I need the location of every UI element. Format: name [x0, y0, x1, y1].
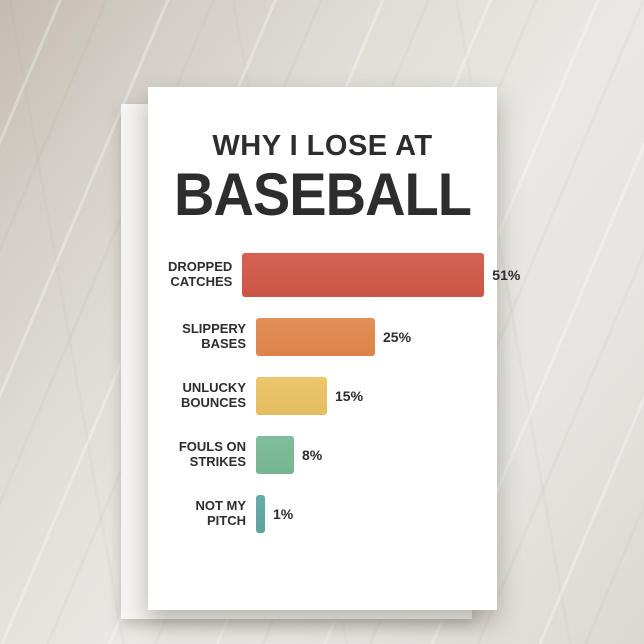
- bar-value-label-fouls-on-strikes: 8%: [302, 447, 323, 463]
- bar-unlucky-bounces: [256, 377, 327, 415]
- bar-fouls-on-strikes: [256, 436, 294, 474]
- bar-track-unlucky-bounces: 15%: [256, 377, 497, 415]
- bar-dropped-catches: [242, 253, 485, 297]
- chart-row-fouls-on-strikes: FOULS ON STRIKES 8%: [148, 436, 497, 474]
- bar-not-my-pitch: [256, 495, 265, 533]
- card-title-line2: BASEBALL: [174, 160, 472, 229]
- bar-label-slippery-bases: SLIPPERY BASES: [182, 321, 246, 351]
- bar-label-fouls-on-strikes: FOULS ON STRIKES: [178, 439, 246, 469]
- card-title-line1: WHY I LOSE AT: [212, 130, 433, 162]
- bar-slippery-bases: [256, 318, 375, 356]
- bar-track-fouls-on-strikes: 8%: [256, 436, 497, 474]
- bar-value-label-unlucky-bounces: 15%: [335, 388, 364, 404]
- bar-track-slippery-bases: 25%: [256, 318, 497, 356]
- bar-chart: DROPPED CATCHES 51% SLIPPERY BASES 25% UNLUCKY…: [148, 253, 520, 554]
- bar-label-unlucky-bounces: UNLUCKY BOUNCES: [180, 380, 246, 410]
- bar-track-dropped-catches: 51%: [242, 253, 520, 297]
- chart-row-slippery-bases: SLIPPERY BASES 25%: [148, 318, 497, 356]
- bar-label-dropped-catches: DROPPED CATCHES: [168, 259, 233, 289]
- bar-value-label-not-my-pitch: 1%: [273, 506, 294, 522]
- chart-row-dropped-catches: DROPPED CATCHES 51%: [148, 253, 520, 297]
- bar-value-label-dropped-catches: 51%: [492, 267, 521, 283]
- bar-label-not-my-pitch: NOT MY PITCH: [195, 498, 246, 528]
- bar-track-not-my-pitch: 1%: [256, 495, 497, 533]
- chart-row-unlucky-bounces: UNLUCKY BOUNCES 15%: [148, 377, 497, 415]
- bar-value-label-slippery-bases: 25%: [383, 329, 412, 345]
- chart-row-not-my-pitch: NOT MY PITCH 1%: [148, 495, 497, 533]
- greeting-card: WHY I LOSE AT BASEBALL DROPPED CATCHES 51%…: [148, 87, 520, 610]
- card-title: WHY I LOSE AT BASEBALL: [148, 130, 497, 225]
